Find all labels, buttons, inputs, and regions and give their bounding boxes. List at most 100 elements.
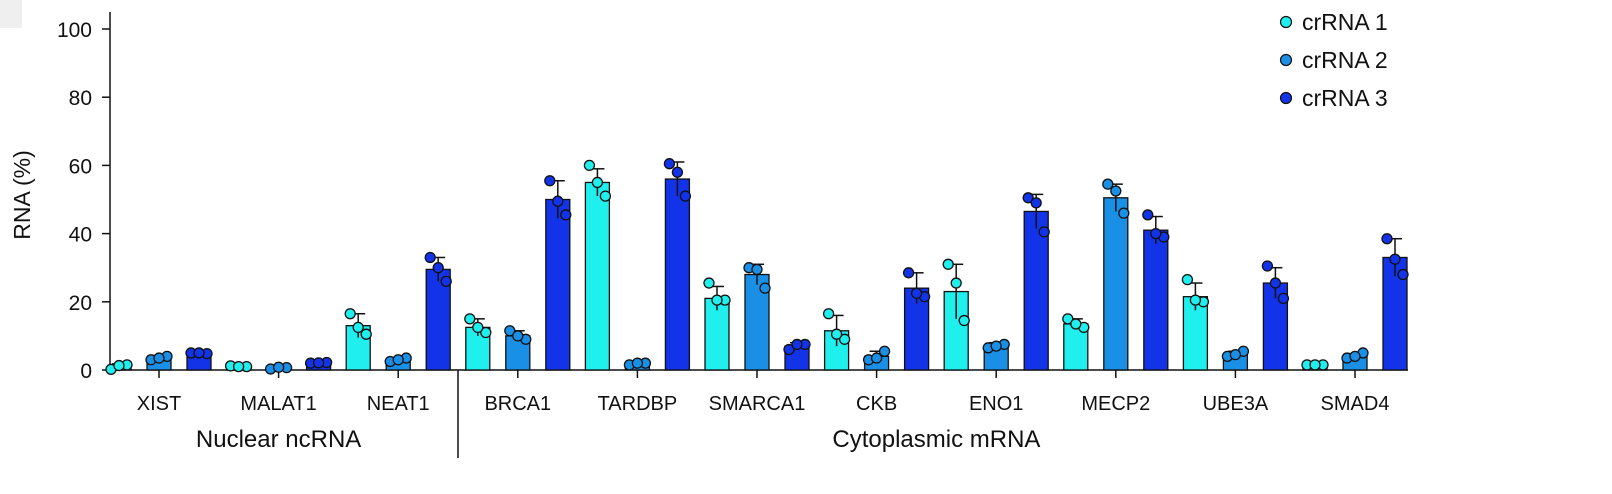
- category-label-neat1: NEAT1: [367, 393, 430, 415]
- point-crrna-2-brca1-1: [504, 325, 516, 337]
- category-label-ube3a: UBE3A: [1203, 393, 1269, 415]
- point-crrna-3-tardbp-3: [671, 166, 684, 178]
- point-crrna-1-xist-3: [113, 359, 125, 372]
- point-crrna-1-tardbp-3: [591, 176, 604, 189]
- y-tick-label-0: 0: [80, 360, 92, 383]
- point-crrna-3-mecp2-1: [1142, 209, 1154, 221]
- bar-crrna-1-tardbp: [584, 181, 611, 371]
- point-crrna-3-tardbp-2: [679, 190, 692, 202]
- point-crrna-2-ckb-3: [870, 352, 883, 364]
- point-crrna-3-smad4-1: [1381, 233, 1393, 245]
- point-crrna-1-brca1-3: [472, 321, 484, 334]
- point-crrna-1-brca1-2: [480, 326, 492, 339]
- point-crrna-2-mecp2-2: [1118, 207, 1130, 219]
- point-crrna-2-neat1-3: [392, 354, 404, 366]
- point-crrna-3-brca1-2: [560, 209, 572, 221]
- legend-marker-crrna-1: [1279, 15, 1293, 29]
- y-tick-label-60: 60: [69, 155, 92, 178]
- category-label-malat1: MALAT1: [240, 393, 316, 415]
- group-label-cytoplasmic-mrna: Cytoplasmic mRNA: [832, 426, 1040, 453]
- point-crrna-3-neat1-3: [432, 262, 444, 274]
- point-crrna-3-neat1-1: [424, 251, 436, 264]
- point-crrna-2-xist-3: [153, 352, 165, 364]
- point-crrna-1-ube3a-3: [1189, 294, 1202, 306]
- point-crrna-2-tardbp-3: [631, 357, 644, 369]
- category-label-tardbp: TARDBP: [598, 393, 678, 415]
- point-crrna-1-eno1-3: [950, 277, 962, 289]
- y-tick-label-20: 20: [69, 292, 92, 315]
- bar-crrna-3-brca1: [545, 198, 571, 371]
- axes: [102, 12, 1408, 458]
- category-label-brca1: BRCA1: [484, 393, 551, 415]
- legend-marker-crrna-3: [1279, 91, 1293, 105]
- point-crrna-2-ckb-2: [878, 345, 891, 357]
- labels: 0 20 40 60 80 100 RNA (%) XIST MALAT1 NEAT1 BRCA1 T…: [9, 19, 1389, 453]
- point-crrna-3-eno1-2: [1038, 226, 1050, 238]
- point-crrna-1-smarca1-1: [703, 277, 715, 289]
- bar-crrna-3-mecp2: [1143, 229, 1169, 371]
- point-crrna-3-ckb-3: [910, 287, 923, 299]
- point-crrna-1-mecp2-3: [1070, 318, 1082, 330]
- point-crrna-1-smad4-3: [1309, 359, 1321, 371]
- point-crrna-3-smarca1-3: [791, 338, 803, 351]
- point-crrna-1-ckb-2: [838, 333, 851, 345]
- point-crrna-2-brca1-3: [512, 330, 524, 342]
- point-crrna-3-mecp2-3: [1150, 227, 1162, 240]
- point-crrna-1-eno1-2: [958, 314, 970, 327]
- legend-label-crrna-3: crRNA 3: [1302, 85, 1388, 111]
- point-crrna-3-smad4-2: [1397, 268, 1409, 281]
- point-crrna-1-brca1-1: [464, 313, 476, 325]
- point-crrna-3-brca1-3: [552, 195, 564, 207]
- legend: crRNA 1 crRNA 2 crRNA 3: [1279, 9, 1388, 111]
- point-crrna-1-neat1-2: [360, 328, 372, 340]
- point-crrna-3-malat1-3: [312, 357, 325, 369]
- y-tick-label-40: 40: [69, 224, 92, 247]
- point-crrna-2-mecp2-3: [1110, 185, 1122, 197]
- point-crrna-2-eno1-3: [990, 340, 1002, 352]
- point-crrna-3-ckb-1: [902, 267, 915, 279]
- category-label-eno1: ENO1: [969, 393, 1023, 415]
- group-label-nuclear-ncrna: Nuclear ncRNA: [196, 426, 361, 453]
- point-crrna-3-xist-3: [193, 347, 205, 359]
- point-crrna-1-neat1-3: [352, 321, 364, 334]
- legend-label-crrna-2: crRNA 2: [1302, 47, 1388, 73]
- category-label-ckb: CKB: [856, 393, 897, 415]
- point-crrna-1-eno1-1: [942, 258, 954, 270]
- bar-crrna-3-eno1: [1023, 210, 1049, 371]
- category-label-mecp2: MECP2: [1081, 393, 1150, 415]
- category-label-smarca1: SMARCA1: [709, 393, 806, 415]
- point-crrna-2-smad4-3: [1349, 350, 1361, 363]
- point-crrna-3-brca1-1: [544, 175, 556, 187]
- point-crrna-2-malat1-3: [272, 361, 285, 373]
- bar-crrna-3-tardbp: [664, 178, 691, 371]
- point-crrna-2-ube3a-3: [1229, 349, 1242, 361]
- point-crrna-1-ube3a-1: [1181, 273, 1194, 286]
- point-crrna-1-neat1-1: [344, 308, 356, 320]
- y-tick-label-80: 80: [69, 87, 92, 110]
- point-crrna-1-ckb-1: [822, 308, 835, 320]
- y-tick-label-100: 100: [57, 19, 92, 42]
- data-points: [105, 158, 1409, 375]
- point-crrna-3-smarca1-1: [783, 343, 795, 356]
- point-crrna-1-mecp2-1: [1062, 313, 1074, 325]
- point-crrna-3-ube3a-3: [1269, 277, 1282, 289]
- corner-mark: [0, 0, 22, 28]
- point-crrna-1-tardbp-2: [599, 190, 612, 202]
- point-crrna-1-tardbp-1: [583, 159, 596, 172]
- point-crrna-3-ube3a-2: [1277, 292, 1290, 305]
- point-crrna-3-ube3a-1: [1261, 260, 1274, 272]
- point-crrna-1-malat1-3: [232, 360, 245, 373]
- point-crrna-2-mecp2-1: [1102, 178, 1114, 190]
- point-crrna-3-smad4-3: [1389, 253, 1401, 265]
- category-label-smad4: SMAD4: [1321, 393, 1390, 415]
- point-crrna-3-eno1-1: [1022, 192, 1034, 204]
- point-crrna-3-eno1-3: [1030, 197, 1042, 209]
- y-axis-title: RNA (%): [9, 150, 35, 239]
- point-crrna-1-ckb-3: [830, 328, 843, 340]
- legend-label-crrna-1: crRNA 1: [1302, 9, 1388, 35]
- point-crrna-3-neat1-2: [440, 275, 452, 287]
- point-crrna-1-smarca1-3: [711, 294, 723, 306]
- point-crrna-2-smarca1-3: [751, 263, 763, 276]
- point-crrna-3-tardbp-1: [663, 158, 676, 170]
